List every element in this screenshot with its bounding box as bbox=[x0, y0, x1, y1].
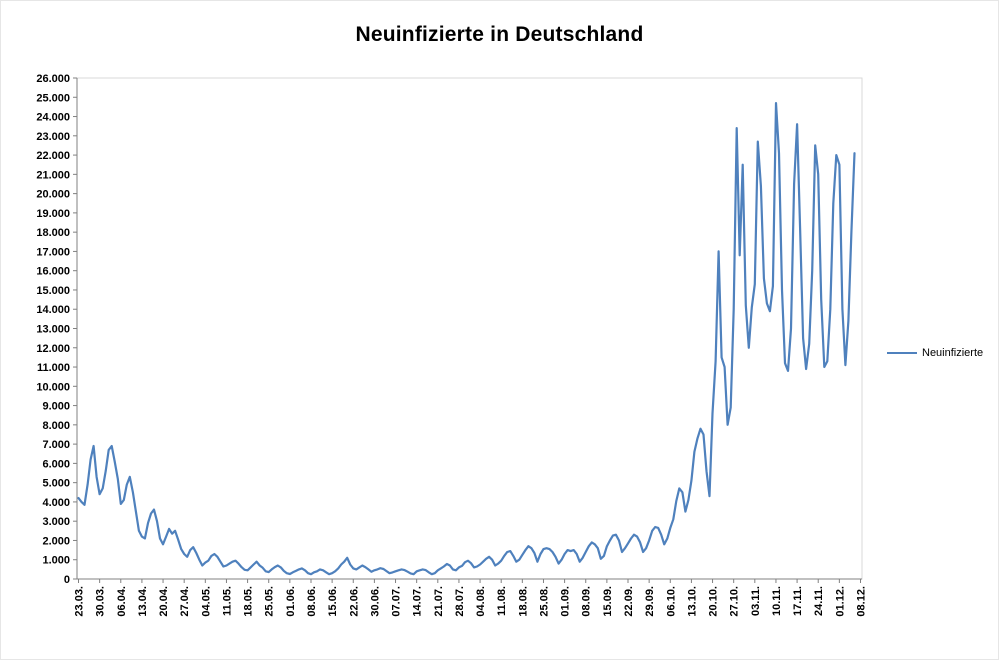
x-axis-tick-label: 25.08. bbox=[538, 586, 550, 617]
x-axis-tick-label: 13.10. bbox=[686, 586, 698, 617]
y-axis-tick-label: 23.000 bbox=[36, 131, 70, 143]
x-axis-tick-label: 06.04. bbox=[116, 586, 128, 617]
legend-label: Neuinfizierte bbox=[922, 347, 984, 359]
y-axis-tick-label: 7.000 bbox=[42, 439, 70, 451]
y-axis-tick-label: 10.000 bbox=[36, 381, 70, 393]
x-axis-tick-label: 15.09. bbox=[602, 586, 614, 617]
y-axis-tick-label: 18.000 bbox=[36, 227, 70, 239]
x-axis-tick-label: 22.09. bbox=[623, 586, 635, 617]
y-axis-tick-label: 5.000 bbox=[42, 478, 70, 490]
y-axis-tick-label: 9.000 bbox=[42, 401, 70, 413]
x-axis-tick-label: 04.08. bbox=[475, 586, 487, 617]
x-axis-tick-label: 03.11. bbox=[750, 586, 762, 616]
series-line-neuinfizierte bbox=[77, 101, 856, 576]
x-axis-tick-label: 27.04. bbox=[179, 586, 191, 617]
x-axis-tick-label: 30.03. bbox=[95, 586, 107, 617]
x-axis-tick-label: 30.06. bbox=[369, 586, 381, 617]
plot-border bbox=[76, 77, 863, 580]
y-axis-tick-label: 24.000 bbox=[36, 112, 70, 124]
y-axis-tick-label: 2.000 bbox=[42, 535, 70, 547]
y-axis-tick-label: 12.000 bbox=[36, 343, 70, 355]
x-axis-tick-label: 06.10. bbox=[665, 586, 677, 617]
x-axis-tick-label: 11.05. bbox=[221, 586, 233, 616]
y-axis-tick-label: 26.000 bbox=[36, 73, 70, 85]
x-axis-tick-label: 20.04. bbox=[158, 586, 170, 617]
y-axis-tick-label: 3.000 bbox=[42, 516, 70, 528]
x-axis-tick-label: 11.08. bbox=[496, 586, 508, 616]
y-axis-tick-label: 4.000 bbox=[42, 497, 70, 509]
y-axis-tick-label: 15.000 bbox=[36, 285, 70, 297]
y-axis-tick-label: 13.000 bbox=[36, 324, 70, 336]
x-axis-tick-label: 08.09. bbox=[581, 586, 593, 617]
x-axis-tick-label: 22.06. bbox=[348, 586, 360, 617]
x-axis-tick-label: 21.07. bbox=[433, 586, 445, 617]
x-axis-tick-label: 27.10. bbox=[729, 586, 741, 617]
y-axis-tick-label: 11.000 bbox=[37, 362, 70, 374]
x-axis-tick-label: 15.06. bbox=[327, 586, 339, 617]
x-axis-tick-label: 08.06. bbox=[306, 586, 318, 617]
x-axis-tick-label: 08.12. bbox=[855, 586, 867, 617]
x-axis-tick-label: 01.12. bbox=[834, 586, 846, 617]
x-axis-tick-label: 17.11. bbox=[792, 586, 804, 616]
x-axis-tick-label: 18.08. bbox=[517, 586, 529, 617]
y-axis-tick-label: 20.000 bbox=[36, 189, 70, 201]
x-axis-tick-label: 01.06. bbox=[285, 586, 297, 617]
x-axis-tick-label: 23.03. bbox=[74, 586, 86, 617]
x-axis-tick-label: 20.10. bbox=[708, 586, 720, 617]
y-axis-tick-label: 16.000 bbox=[36, 266, 70, 278]
y-axis-tick-label: 22.000 bbox=[36, 150, 70, 162]
x-axis-tick-label: 07.07. bbox=[391, 586, 403, 617]
legend-line-swatch bbox=[887, 352, 917, 354]
y-axis-tick-label: 25.000 bbox=[36, 92, 70, 104]
x-axis-tick-label: 28.07. bbox=[454, 586, 466, 617]
y-axis-tick-label: 6.000 bbox=[42, 458, 70, 470]
x-axis-tick-label: 04.05. bbox=[200, 586, 212, 617]
x-axis-tick-label: 25.05. bbox=[264, 586, 276, 617]
x-axis-tick-label: 14.07. bbox=[412, 586, 424, 617]
x-axis-tick-label: 24.11. bbox=[813, 586, 825, 616]
chart-title: Neuinfizierte in Deutschland bbox=[355, 23, 644, 46]
x-axis-tick-label: 01.09. bbox=[560, 586, 572, 617]
y-axis-tick-label: 21.000 bbox=[36, 169, 70, 181]
x-axis-tick-label: 29.09. bbox=[644, 586, 656, 617]
x-axis-tick-label: 18.05. bbox=[243, 586, 255, 617]
y-axis-tick-label: 19.000 bbox=[36, 208, 70, 220]
x-axis-tick-label: 13.04. bbox=[137, 586, 149, 617]
y-axis-tick-label: 17.000 bbox=[36, 246, 70, 258]
y-axis-tick-label: 14.000 bbox=[36, 304, 70, 316]
y-axis-tick-label: 1.000 bbox=[42, 555, 70, 567]
y-axis-tick-label: 0 bbox=[64, 574, 70, 586]
y-axis-tick-label: 8.000 bbox=[42, 420, 70, 432]
x-axis-tick-label: 10.11. bbox=[771, 586, 783, 616]
legend: Neuinfizierte bbox=[887, 347, 983, 359]
